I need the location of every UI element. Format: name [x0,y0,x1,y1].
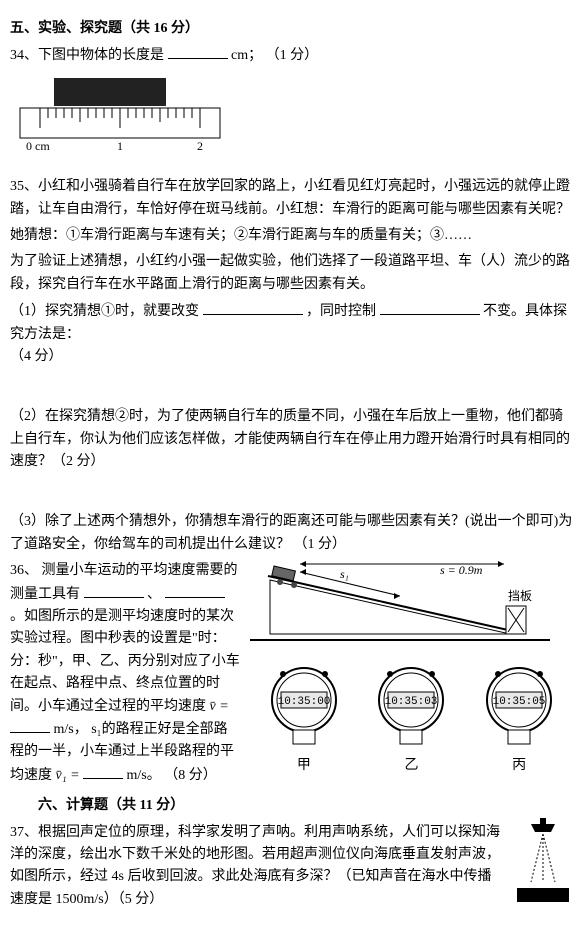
q34-points: （1 分） [266,48,319,63]
q34-unit: cm； [231,48,262,63]
section-5-title: 五、实验、探究题（共 16 分） [10,18,573,40]
watch-time-3: 10:35:05 [493,696,546,708]
watch-label-2: 乙 [404,755,418,777]
q36-v: v̄ = [210,699,229,714]
baffle-label: 挡板 [508,589,532,603]
watch-svg-3: 10:35:05 [478,660,560,755]
q34-figure: 0 cm 1 2 [10,74,573,162]
q36-row: 36、 测量小车运动的平均速度需要的测量工具有 、 。如图所示的是测平均速度时的… [10,560,573,787]
spacer [10,372,573,402]
watch-time-2: 10:35:03 [385,696,438,708]
stopwatch-3: 10:35:05 丙 [478,660,560,777]
q35-p2: （2）在探究猜想②时，为了使两辆自行车的质量不同，小强在车后放上一重物，他们都骑… [10,406,573,473]
watch-label-1: 甲 [297,755,311,777]
q36-u1: m/s， [54,722,88,737]
watch-time-1: 10:35:00 [277,696,330,708]
object-block [54,78,166,106]
section-6-title: 六、计算题（共 11 分） [10,795,573,817]
q35-p1-blank1 [203,300,303,315]
q35-p3: （3）除了上述两个猜想外，你猜想车滑行的距离还可能与哪些因素有关？(说出一个即可… [10,511,573,556]
stopwatch-2: 10:35:03 乙 [370,660,452,777]
watch-svg-2: 10:35:03 [370,660,452,755]
q37-row: 37、根据回声定位的原理，科学家发明了声呐。利用声呐系统，人们可以探知海洋的深度… [10,818,573,916]
q36-blank3 [10,718,50,733]
q36-blank1 [84,583,144,598]
q36-points: （8 分） [164,768,217,783]
ruler-svg: 0 cm 1 2 [10,74,230,154]
stopwatch-1: 10:35:00 甲 [263,660,345,777]
watch-label-3: 丙 [512,755,526,777]
q37-text: 37、根据回声定位的原理，科学家发明了声呐。利用声呐系统，人们可以探知海洋的深度… [10,822,501,912]
stopwatch-row: 10:35:00 甲 10:35:03 乙 [250,660,573,777]
q36-u2: m/s。 [127,768,161,783]
watch-svg-1: 10:35:00 [263,660,345,755]
q35-p1-blank2 [380,300,480,315]
q35-p1: （1）探究猜想①时，就要改变 ，同时控制 不变。具体探究方法是： （4 分） [10,300,573,368]
q34-text-pre: 34、下图中物体的长度是 [10,48,164,63]
q35-setup: 为了验证上述猜想，小红约小强一起做实验，他们选择了一段道路平坦、车（人）流少的路… [10,251,573,296]
q36-figure: 挡板 s₁ s = 0.9m 10:35:00 甲 [250,560,573,787]
q36-v1: v̄₁ = [56,768,80,783]
ruler-tick-1: 1 [117,139,123,153]
q36-b: 、 [147,587,161,602]
q34-blank [168,44,228,59]
ruler-tick-0: 0 cm [26,139,50,153]
ruler-tick-2: 2 [197,139,203,153]
q35-p1-pre: （1）探究猜想①时，就要改变 [10,304,199,319]
q35-guess: 她猜想：①车滑行距离与车速有关；②车滑行距离与车的质量有关；③…… [10,225,573,247]
q35-p1-points: （4 分） [10,349,63,364]
q36-c: 。如图所示的是测平均速度时的某次实验过程。图中秒表的设置是"时：分：秒"，甲、乙… [10,609,240,714]
q37-figure [513,818,573,916]
ramp-svg: 挡板 s₁ s = 0.9m [250,560,550,645]
spacer2 [10,477,573,507]
q35-p1-mid: ，同时控制 [306,304,376,319]
s-label: s = 0.9m [440,563,483,577]
q36-text: 36、 测量小车运动的平均速度需要的测量工具有 、 。如图所示的是测平均速度时的… [10,560,240,787]
q36-blank4 [83,764,123,779]
q34: 34、下图中物体的长度是 cm； （1 分） [10,44,573,67]
q35-intro: 35、小红和小强骑着自行车在放学回家的路上，小红看见红灯亮起时，小强远远的就停止… [10,176,573,221]
sonar-svg [513,818,573,908]
q36-blank2 [165,583,225,598]
s1-label: s₁ [340,567,349,581]
